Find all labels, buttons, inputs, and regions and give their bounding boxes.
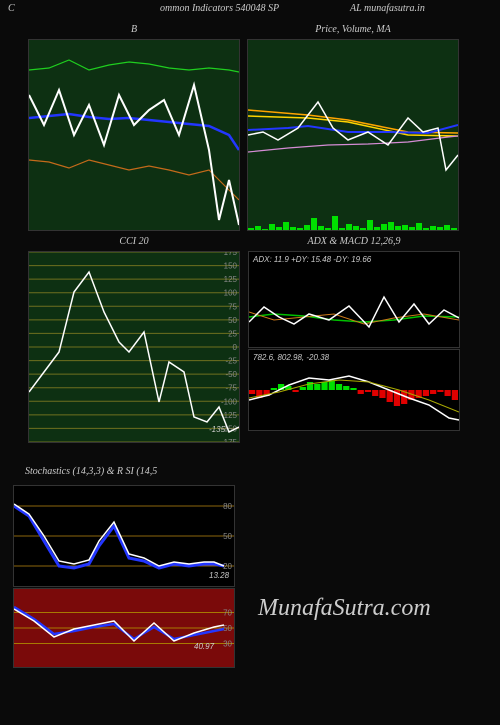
price-ma-panel: Price, Volume, MA (247, 39, 459, 231)
rsi-chart: 30 50 70 40.97 (14, 589, 234, 667)
adx-chart: ADX: 11.9 +DY: 15.48 -DY: 19.66 (249, 252, 459, 347)
svg-text:-75: -75 (225, 384, 237, 393)
cci-chart: -175-150-125-100-75-50-25025507510012515… (29, 252, 239, 442)
svg-text:-25: -25 (225, 357, 237, 366)
svg-text:40.97: 40.97 (194, 642, 215, 651)
adx-title: ADX & MACD 12,26,9 (249, 236, 459, 247)
svg-text:ADX: 11.9 +DY: 15.48 -DY: 19.: ADX: 11.9 +DY: 15.48 -DY: 19.66 (252, 255, 372, 264)
svg-text:30: 30 (223, 640, 232, 649)
svg-text:-175: -175 (221, 438, 238, 442)
row-3: Stochastics (14,3,3) & R SI (14,5 205080… (0, 484, 500, 669)
svg-text:0: 0 (233, 343, 238, 352)
svg-text:75: 75 (228, 302, 237, 311)
svg-text:50: 50 (228, 316, 237, 325)
bollinger-chart (29, 40, 239, 230)
svg-text:25: 25 (228, 329, 237, 338)
rsi-panel: 30 50 70 40.97 (13, 588, 235, 668)
hdr-right: AL munafasutra.in (350, 3, 425, 14)
adx-panel: ADX & MACD 12,26,9 ADX: 11.9 +DY: 15.48 … (248, 251, 460, 348)
svg-text:175: 175 (224, 252, 238, 257)
row-2: CCI 20 -175-150-125-100-75-50-2502550751… (0, 250, 500, 444)
hdr-left: C (8, 3, 15, 14)
macd-chart: 782.6, 802.98, -20.38 (249, 350, 459, 430)
stoch-panel: 20 50 80 13.28 (13, 485, 235, 587)
stoch-row-title: Stochastics (14,3,3) & R SI (14,5 (25, 466, 500, 477)
svg-text:50: 50 (223, 624, 232, 633)
svg-text:13.28: 13.28 (209, 571, 230, 580)
price-ma-chart (248, 40, 458, 230)
svg-text:-50: -50 (225, 370, 237, 379)
bollinger-title: B (29, 24, 239, 35)
cci-panel: CCI 20 -175-150-125-100-75-50-2502550751… (28, 251, 240, 443)
page-header: C ommon Indicators 540048 SP AL munafasu… (0, 0, 500, 20)
hdr-mid: ommon Indicators 540048 SP (160, 3, 279, 14)
cci-title: CCI 20 (29, 236, 239, 247)
svg-text:70: 70 (223, 608, 232, 617)
svg-text:20: 20 (223, 562, 232, 571)
svg-text:-100: -100 (221, 397, 238, 406)
row-1: B Price, Volume, MA (0, 38, 500, 232)
price-ma-title: Price, Volume, MA (248, 24, 458, 35)
svg-text:-135: -135 (209, 425, 226, 434)
macd-panel: 782.6, 802.98, -20.38 (248, 349, 460, 431)
svg-text:80: 80 (223, 502, 232, 511)
svg-text:125: 125 (224, 275, 238, 284)
svg-text:50: 50 (223, 532, 232, 541)
watermark: MunafaSutra.com (258, 595, 431, 622)
bollinger-panel: B (28, 39, 240, 231)
stoch-chart: 20 50 80 13.28 (14, 486, 234, 586)
svg-text:100: 100 (224, 289, 238, 298)
svg-text:782.6, 802.98, -20.38: 782.6, 802.98, -20.38 (253, 353, 330, 362)
svg-text:150: 150 (224, 262, 238, 271)
